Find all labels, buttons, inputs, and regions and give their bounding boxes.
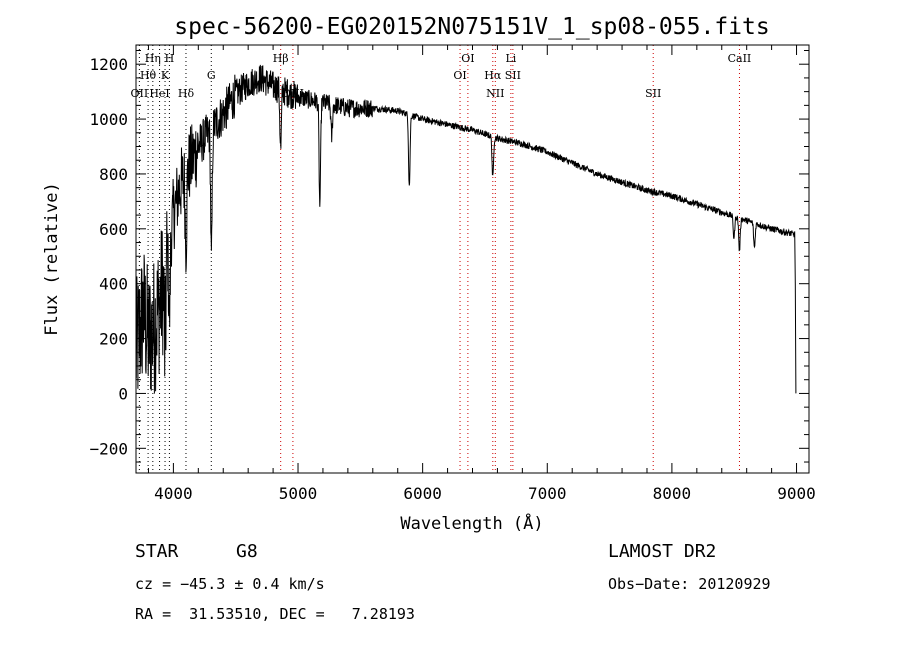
x-tick-label: 9000	[777, 484, 816, 503]
y-tick-label: 400	[99, 275, 128, 294]
marker-label: SII	[645, 87, 661, 100]
marker-label: G	[207, 69, 216, 82]
marker-label: OII	[131, 87, 149, 100]
y-tick-label: 1200	[89, 55, 128, 74]
y-tick-label: −200	[89, 439, 128, 458]
x-tick-label: 5000	[279, 484, 318, 503]
marker-label: NII	[486, 87, 504, 100]
observation-date: Obs−Date: 20120929	[608, 575, 771, 593]
marker-label: Hη	[145, 52, 161, 65]
x-tick-label: 6000	[403, 484, 442, 503]
y-tick-label: 0	[118, 384, 128, 403]
marker-label: Hα	[484, 69, 502, 82]
marker-label: HeI	[149, 87, 169, 100]
marker-label: Li	[505, 52, 516, 65]
marker-label: SII	[505, 69, 521, 82]
y-axis-label: Flux (relative)	[42, 182, 62, 336]
marker-label: Hδ	[178, 87, 195, 100]
redshift-text: cz = −45.3 ± 0.4 km/s	[135, 575, 325, 593]
axes: 4000 5000 6000 7000 8000 9000 −200 0 200 400 600 80…	[89, 45, 816, 503]
y-tick-label: 800	[99, 165, 128, 184]
marker-label: CaII	[728, 52, 752, 65]
marker-label: OI	[453, 69, 466, 82]
chart-title: spec-56200-EG020152N075151V_1_sp08-055.f…	[174, 14, 769, 40]
marker-label: Hβ	[273, 52, 289, 65]
y-tick-label: 1000	[89, 110, 128, 129]
marker-label: Hθ	[140, 69, 157, 82]
marker-label: K	[161, 69, 170, 82]
x-tick-label: 4000	[154, 484, 193, 503]
x-tick-label: 8000	[653, 484, 692, 503]
coordinates-text: RA = 31.53510, DEC = 7.28193	[135, 605, 415, 623]
y-tick-label: 200	[99, 330, 128, 349]
spectral-class: STAR	[135, 541, 179, 562]
spectrum-line	[135, 64, 797, 394]
x-axis-label: Wavelength (Å)	[400, 512, 543, 534]
marker-label: OI	[461, 52, 474, 65]
x-tick-label: 7000	[528, 484, 567, 503]
y-tick-label: 600	[99, 220, 128, 239]
marker-label: H	[165, 52, 175, 65]
spectral-subclass: G8	[236, 541, 258, 562]
plot-frame	[135, 44, 810, 474]
survey-name: LAMOST DR2	[608, 541, 717, 562]
